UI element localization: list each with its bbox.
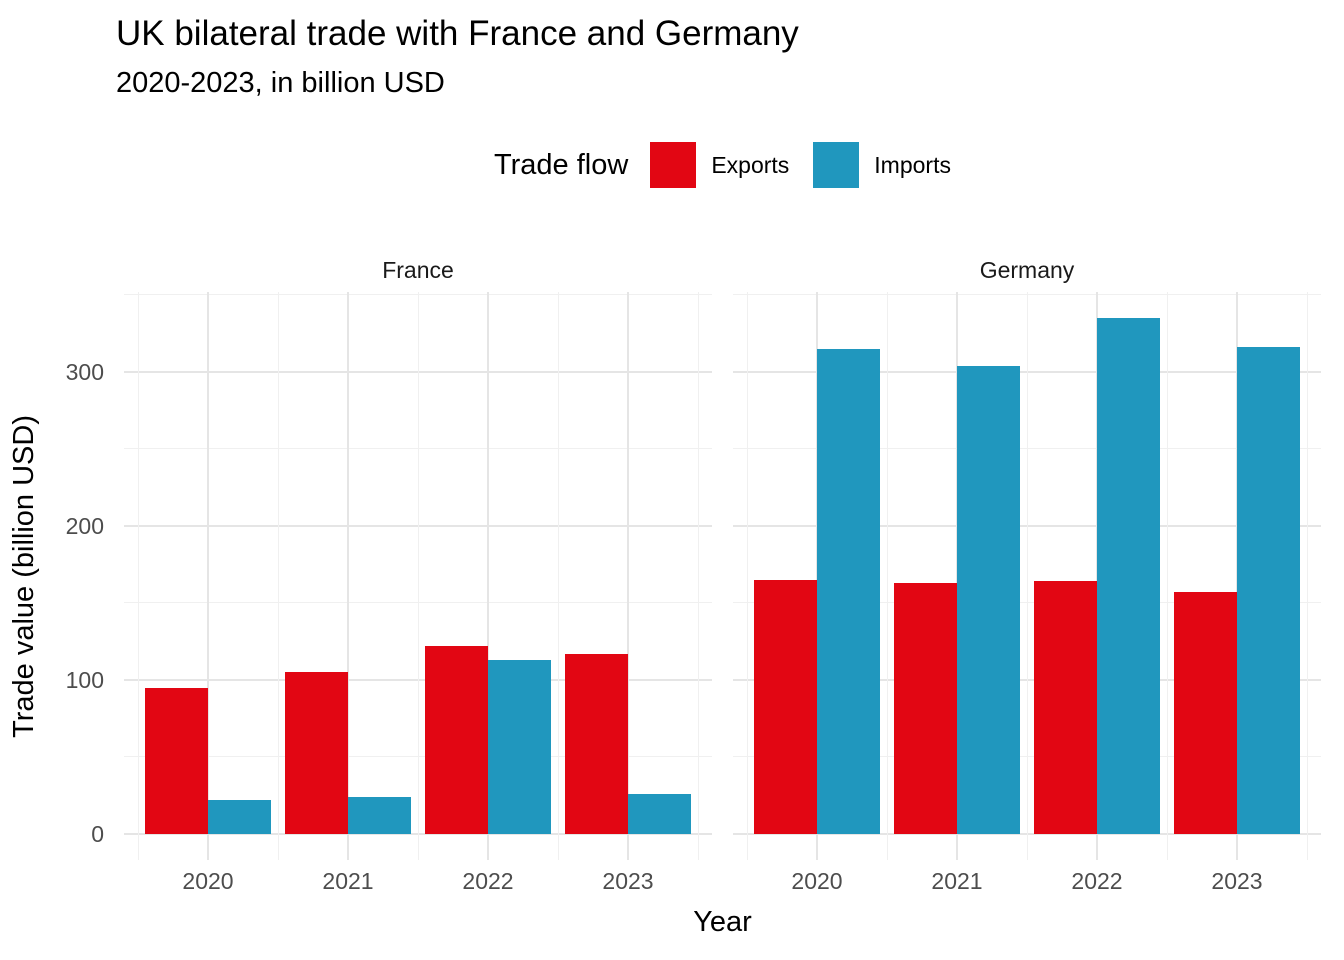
facet-france: France 2020 2021 2022 2023 bbox=[124, 248, 712, 894]
bar-germany-2021-imports bbox=[957, 365, 1020, 835]
bar-france-2022-imports bbox=[488, 660, 551, 835]
plot-area: Trade value (billion USD) 0 100 200 300 Fra… bbox=[0, 248, 1344, 894]
gridline-v-major bbox=[815, 292, 818, 860]
gridline-v-minor bbox=[418, 292, 419, 860]
y-axis-title: Trade value (billion USD) bbox=[7, 414, 40, 738]
x-tick-label: 2022 bbox=[1071, 868, 1123, 894]
legend: Trade flow Exports Imports bbox=[124, 140, 1321, 190]
gridline-v-minor bbox=[278, 292, 279, 860]
bar-france-2020-imports bbox=[208, 800, 271, 835]
gridline-v-minor bbox=[1307, 292, 1308, 860]
legend-label-exports: Exports bbox=[711, 151, 790, 178]
y-axis-title-container: Trade value (billion USD) bbox=[0, 248, 48, 860]
gridline-v-minor bbox=[698, 292, 699, 860]
gridline-v-minor bbox=[887, 292, 888, 860]
facet-strip: Germany bbox=[733, 248, 1321, 292]
y-axis-tick-labels: 0 100 200 300 bbox=[48, 292, 124, 860]
gridline-v-major bbox=[347, 292, 349, 860]
exports-color-swatch bbox=[650, 142, 697, 188]
x-axis-title-row: Year bbox=[124, 906, 1321, 939]
legend-entry-imports: Imports bbox=[813, 142, 951, 188]
y-tick-label: 300 bbox=[65, 358, 104, 385]
panel-germany: 2020 2021 2022 2023 bbox=[733, 292, 1321, 894]
bar-france-2023-exports bbox=[565, 653, 628, 835]
chart-subtitle: 2020-2023, in billion USD bbox=[116, 67, 445, 99]
y-axis-title-inner: Trade value (billion USD) bbox=[0, 292, 48, 860]
facet-strip-label: Germany bbox=[979, 256, 1075, 283]
gridline-v-minor bbox=[1027, 292, 1028, 860]
bar-germany-2020-exports bbox=[754, 579, 817, 835]
facet-strip: France bbox=[124, 248, 712, 292]
gridline-v-major bbox=[627, 292, 629, 860]
legend-label-imports: Imports bbox=[874, 151, 951, 178]
x-tick-label: 2021 bbox=[931, 868, 983, 894]
y-tick-label: 200 bbox=[65, 512, 104, 539]
facet-strip-label: France bbox=[382, 256, 454, 283]
bar-germany-2023-exports bbox=[1174, 592, 1237, 835]
chart-title: UK bilateral trade with France and Germa… bbox=[116, 14, 799, 53]
bar-germany-2022-imports bbox=[1097, 317, 1160, 835]
x-tick-label: 2023 bbox=[1211, 868, 1263, 894]
bar-germany-2020-imports bbox=[817, 348, 880, 835]
facet-germany: Germany 2020 2021 2022 2023 bbox=[733, 248, 1321, 894]
gridline-v-major bbox=[206, 292, 209, 860]
gridline-v-minor bbox=[747, 292, 748, 860]
legend-entry-exports: Exports bbox=[650, 142, 789, 188]
gridline-v-minor bbox=[558, 292, 559, 860]
panel-france: 2020 2021 2022 2023 bbox=[124, 292, 712, 894]
legend-title: Trade flow bbox=[494, 148, 629, 181]
imports-color-swatch bbox=[813, 142, 860, 188]
x-tick-label: 2020 bbox=[182, 868, 234, 894]
bar-france-2021-imports bbox=[348, 797, 411, 835]
bar-france-2022-exports bbox=[425, 646, 488, 835]
bar-france-2021-exports bbox=[285, 672, 348, 835]
y-tick-label: 0 bbox=[91, 821, 104, 848]
x-tick-label: 2020 bbox=[791, 868, 843, 894]
bar-france-2020-exports bbox=[145, 687, 208, 835]
gridline-v-minor bbox=[138, 292, 139, 860]
facet-panels: France 2020 2021 2022 2023 Germany 2020 2021 202… bbox=[124, 248, 1344, 894]
bar-france-2023-imports bbox=[628, 794, 691, 835]
bar-germany-2023-imports bbox=[1237, 347, 1300, 835]
y-tick-label: 100 bbox=[65, 667, 104, 694]
bar-germany-2022-exports bbox=[1034, 581, 1097, 835]
gridline-v-minor bbox=[1167, 292, 1168, 860]
x-tick-label: 2023 bbox=[602, 868, 654, 894]
x-tick-label: 2022 bbox=[462, 868, 514, 894]
x-axis-title: Year bbox=[693, 906, 752, 938]
bar-germany-2021-exports bbox=[894, 582, 957, 835]
x-tick-label: 2021 bbox=[322, 868, 374, 894]
gridline-v-major bbox=[487, 292, 489, 860]
